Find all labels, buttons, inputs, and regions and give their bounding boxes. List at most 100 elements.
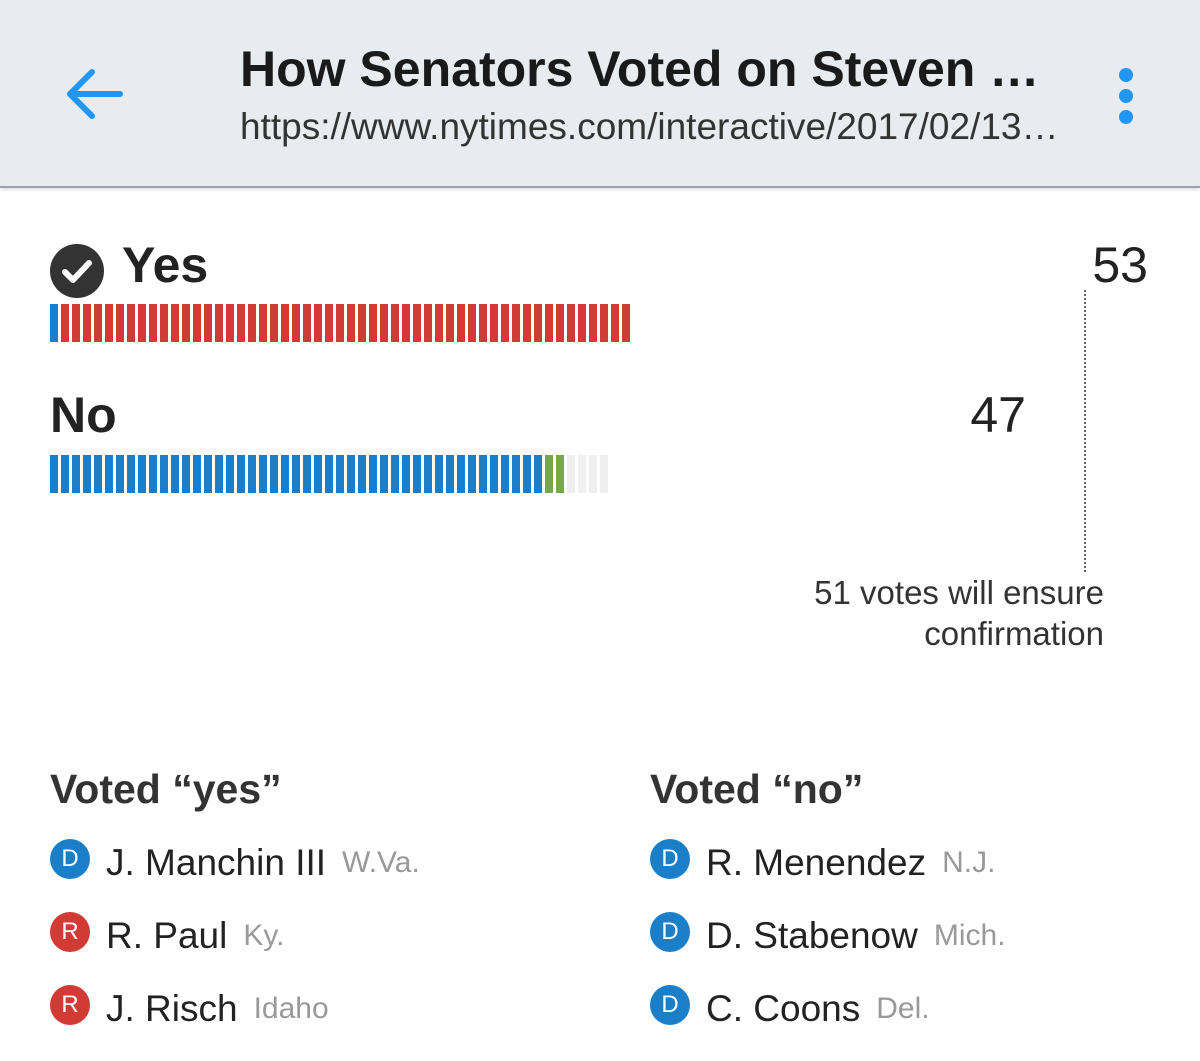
vote-cell [83,304,91,342]
senator-list-item[interactable]: D D. Stabenow Mich. [650,912,1006,988]
vote-cell [215,455,223,493]
vote-cell [446,304,454,342]
voted-yes-list: D J. Manchin III W.Va. R R. Paul Ky. R J. Risch… [50,839,420,1061]
vote-cell [259,304,267,342]
vote-cell [545,455,553,493]
voted-yes-heading: Voted “yes” [50,766,282,812]
vote-cell [512,304,520,342]
vote-cell [336,304,344,342]
vote-cell [468,304,476,342]
vote-cell [523,455,531,493]
party-badge: R [50,985,90,1025]
vote-cell [358,455,366,493]
vote-cell [369,304,377,342]
vote-cell [215,304,223,342]
vote-cell [160,304,168,342]
vote-cell [270,304,278,342]
vote-cell [116,455,124,493]
vote-cell [347,455,355,493]
page-title: How Senators Voted on Steven M… [240,41,1060,97]
vote-cell [611,304,619,342]
voted-no-list: D R. Menendez N.J. D D. Stabenow Mich. D C. Coo… [650,839,1006,1061]
vote-cell [578,304,586,342]
vote-cell [160,455,168,493]
senator-name: D. Stabenow [706,915,918,956]
party-badge: D [650,912,690,952]
browser-toolbar: How Senators Voted on Steven M… https://… [0,0,1200,188]
vote-cell [556,455,564,493]
senator-state: N.J. [942,846,996,879]
vote-cell [622,304,630,342]
vote-cell [314,304,322,342]
senator-list-item[interactable]: R R. Paul Ky. [50,912,420,988]
vote-cell [281,455,289,493]
vote-cell [72,304,80,342]
vote-cell [435,455,443,493]
page-url[interactable]: https://www.nytimes.com/interactive/2017… [240,106,1059,147]
no-vote-bar [50,455,1150,493]
vote-cell [391,304,399,342]
vote-cell [534,304,542,342]
vote-cell [479,455,487,493]
vote-cell [226,304,234,342]
party-badge: D [650,839,690,879]
vote-cell [490,455,498,493]
vote-cell [281,304,289,342]
vote-cell [94,304,102,342]
senator-name: C. Coons [706,988,861,1029]
more-vertical-icon-dot [1119,89,1133,103]
senator-state: Ky. [243,919,285,952]
senator-list-item[interactable]: D C. Coons Del. [650,985,1006,1061]
senator-list-item[interactable]: D R. Menendez N.J. [650,839,1006,915]
yes-vote-bar [50,304,1150,342]
vote-cell [116,304,124,342]
vote-cell [589,304,597,342]
senator-list-item[interactable]: D J. Manchin III W.Va. [50,839,420,915]
vote-cell [149,304,157,342]
party-badge: D [50,839,90,879]
vote-cell [72,455,80,493]
senator-name: R. Paul [106,915,228,956]
vote-cell [105,304,113,342]
empty-vote-cell [567,455,575,493]
threshold-line [1084,290,1086,572]
vote-cell [479,304,487,342]
senator-list-item[interactable]: R J. Risch Idaho [50,985,420,1061]
vote-cell [303,304,311,342]
vote-cell [94,455,102,493]
vote-cell [402,304,410,342]
vote-cell [380,455,388,493]
vote-cell [259,455,267,493]
vote-cell [402,455,410,493]
more-menu-button[interactable] [1112,64,1142,128]
vote-cell [424,455,432,493]
vote-cell [369,455,377,493]
vote-cell [193,455,201,493]
vote-cell [501,304,509,342]
vote-cell [413,455,421,493]
vote-cell [61,304,69,342]
threshold-label: 51 votes will ensure confirmation [814,574,1104,652]
vote-cell [446,455,454,493]
back-button[interactable] [60,62,130,126]
vote-cell [314,455,322,493]
more-vertical-icon-dot [1119,110,1133,124]
vote-cell [391,455,399,493]
vote-cell [556,304,564,342]
senator-state: Idaho [253,992,329,1025]
vote-cell [204,304,212,342]
vote-cell [149,455,157,493]
vote-cell [303,455,311,493]
vote-cell [105,455,113,493]
vote-cell [347,304,355,342]
party-badge: R [50,912,90,952]
vote-cell [457,304,465,342]
vote-cell [127,455,135,493]
more-vertical-icon [1119,68,1133,82]
check-circle-icon [50,244,104,298]
senator-name: J. Manchin III [106,842,327,883]
vote-cell [534,455,542,493]
yes-count: 53 [1092,237,1148,293]
vote-cell [435,304,443,342]
vote-cell [237,455,245,493]
